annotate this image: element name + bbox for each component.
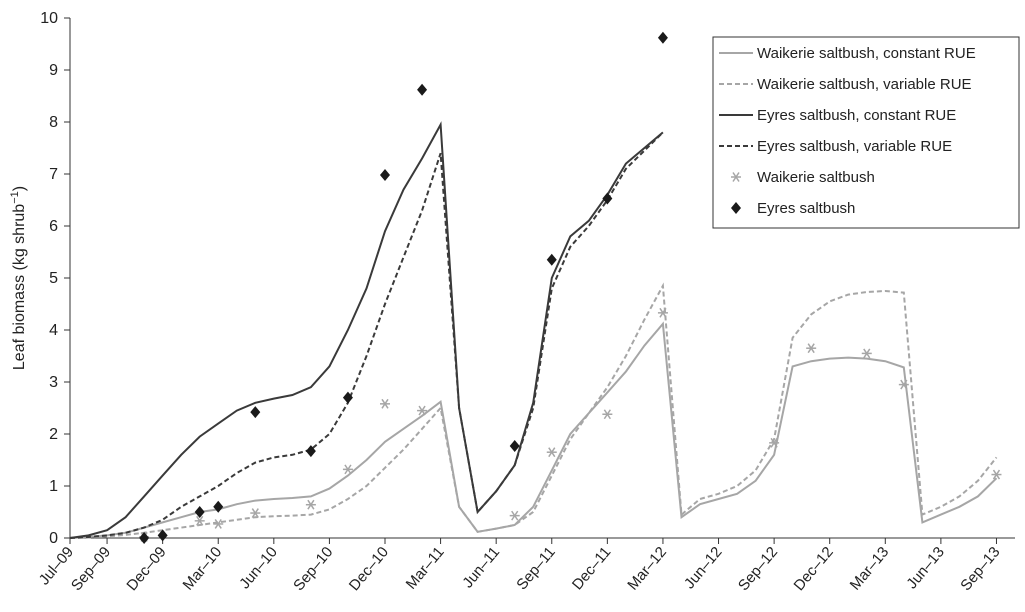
scatter-point (305, 499, 316, 510)
scatter-point (546, 253, 557, 266)
y-label-end: ) (11, 186, 28, 191)
scatter-point (380, 398, 390, 409)
scatter-point (991, 469, 1002, 480)
marker-stroke (344, 464, 352, 475)
scatter-point (806, 343, 817, 354)
marker-stroke (770, 437, 778, 448)
x-tick-label: Sep–13 (957, 544, 1003, 595)
legend-label: Eyres saltbush (757, 200, 855, 217)
marker-stroke (548, 447, 556, 458)
scatter-point (250, 406, 261, 419)
x-tick-label: Sep–10 (290, 544, 336, 595)
marker-stroke (992, 469, 1001, 480)
scatter-point (602, 192, 613, 205)
y-tick-label: 5 (49, 270, 58, 287)
x-tick-label: Jun–10 (236, 544, 281, 593)
scatter-point (861, 348, 872, 359)
x-tick-label: Dec–11 (569, 544, 615, 594)
scatter-point (250, 508, 261, 518)
y-tick-label: 8 (49, 114, 58, 131)
legend-marker (731, 202, 741, 214)
x-tick-label: Mar–12 (624, 544, 670, 594)
marker-stroke (659, 307, 667, 318)
marker-stroke (307, 499, 315, 510)
scatter-point (546, 447, 557, 458)
marker-stroke (603, 409, 611, 420)
x-tick-label: Jun–13 (903, 544, 948, 593)
scatter-point (769, 437, 780, 448)
x-tick-label: Dec–09 (123, 544, 169, 595)
scatter-point (194, 506, 205, 518)
y-tick-label: 9 (49, 62, 58, 79)
x-tick-label: Mar–10 (180, 544, 226, 594)
scatter-point (417, 83, 428, 96)
scatter-point (157, 529, 168, 542)
x-tick-label: Jun–11 (459, 544, 503, 592)
y-tick-label: 10 (40, 10, 58, 27)
legend-label: Waikerie saltbush (757, 169, 875, 186)
y-tick-label: 7 (49, 166, 58, 183)
series-line (69, 321, 998, 539)
scatter-point (657, 31, 668, 44)
legend-box (712, 36, 1020, 229)
marker-stroke (214, 519, 222, 529)
scatter-point (194, 515, 205, 526)
x-tick-label: Mar–11 (403, 544, 448, 593)
marker-stroke (381, 398, 389, 409)
series-line (69, 131, 664, 539)
scatter-point (213, 500, 224, 513)
legend-label: Eyres saltbush, variable RUE (757, 138, 952, 155)
legend-label: Waikerie saltbush, variable RUE (757, 76, 972, 93)
x-tick-label: Sep–11 (513, 544, 559, 594)
legend: Waikerie saltbush, constant RUE Waikerie … (712, 36, 1020, 229)
scatter-point (139, 532, 150, 544)
y-tick-label: 4 (49, 322, 58, 339)
scatter-point (898, 379, 909, 390)
x-tick-label: Mar–13 (847, 544, 893, 594)
y-tick-label: 3 (49, 374, 58, 391)
y-tick-label: 2 (49, 426, 58, 443)
marker-stroke (732, 172, 740, 182)
scatter-point (380, 169, 390, 182)
y-label-main: Leaf biomass (kg shrub (11, 204, 28, 370)
scatter-point (509, 510, 520, 521)
y-tick-label: 6 (49, 218, 58, 235)
x-tick-label: Sep–09 (68, 544, 114, 595)
scatter-point (509, 439, 520, 452)
scatter-point (342, 464, 353, 475)
marker-stroke (807, 343, 815, 354)
y-label-sup: −1 (9, 191, 21, 204)
x-tick-label: Jun–12 (681, 544, 726, 593)
scatter-point (342, 391, 353, 404)
y-tick-label: 0 (49, 530, 58, 547)
scatter-point (657, 307, 668, 318)
x-tick-label: Sep–12 (735, 544, 781, 595)
series-line (69, 282, 998, 539)
legend-marker (731, 172, 741, 182)
legend-label: Eyres saltbush, constant RUE (757, 107, 956, 124)
marker-stroke (511, 510, 519, 521)
x-tick-label: Dec–12 (791, 544, 837, 595)
x-tick-label: Dec–10 (346, 544, 392, 595)
legend-label: Waikerie saltbush, constant RUE (757, 45, 976, 62)
marker-stroke (251, 508, 259, 518)
scatter-point (602, 409, 613, 420)
scatter-point (305, 445, 316, 458)
marker-stroke (863, 348, 871, 359)
marker-stroke (900, 379, 908, 390)
y-axis-label: Leaf biomass (kg shrub−1) (9, 186, 28, 370)
marker-stroke (196, 515, 204, 526)
scatter-point (213, 519, 224, 529)
y-tick-label: 1 (49, 478, 58, 495)
scatter-point (417, 405, 428, 416)
marker-stroke (418, 405, 426, 416)
series-line (69, 121, 664, 539)
